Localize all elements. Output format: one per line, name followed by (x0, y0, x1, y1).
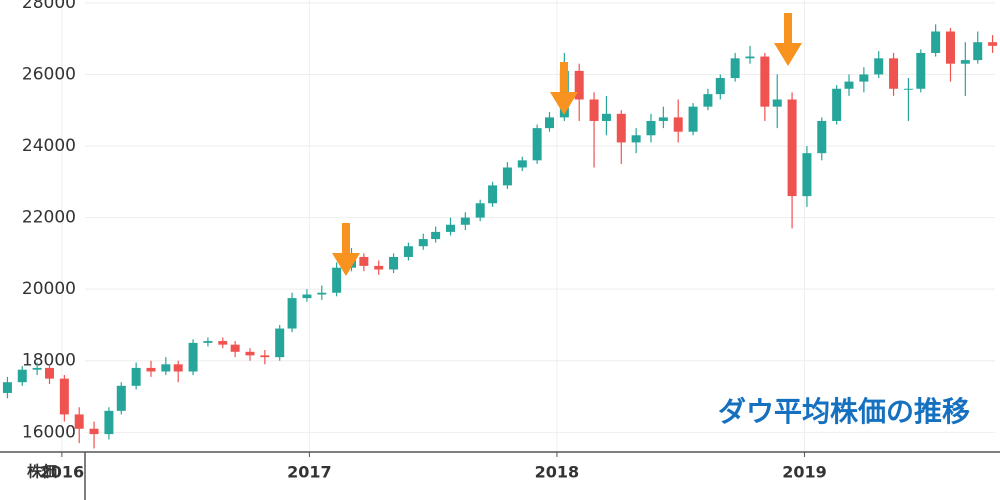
candle-body (745, 56, 755, 59)
candle-body (260, 355, 270, 358)
candle-body (146, 367, 156, 372)
candle-body (230, 344, 240, 352)
candle-body (332, 267, 342, 293)
candle-body (760, 56, 770, 107)
candles (2, 24, 998, 449)
candle-body (245, 351, 255, 356)
candle-body (218, 341, 228, 345)
candle-body (631, 135, 641, 143)
candle-body (730, 58, 740, 79)
candle-body (475, 203, 485, 218)
candle-body (460, 217, 470, 225)
y-tick-label: 24000 (22, 136, 76, 156)
y-tick-label: 18000 (22, 351, 76, 371)
x-tick-label: 2016 (40, 463, 85, 482)
candle-body (646, 120, 656, 136)
candle-body (589, 99, 599, 121)
candle-body (389, 256, 399, 270)
candle-body (45, 367, 55, 379)
candle-body (2, 382, 12, 393)
candle-body (616, 113, 626, 143)
y-tick-label: 20000 (22, 279, 76, 299)
candle-body (715, 78, 725, 95)
y-tick-label: 16000 (22, 422, 76, 442)
candle-body (359, 256, 369, 266)
candle-body (960, 60, 970, 64)
candle-body (403, 246, 413, 257)
candle-body (945, 31, 955, 64)
x-tick-label: 2018 (535, 463, 580, 482)
candle-body (59, 378, 69, 415)
candle-body (601, 113, 611, 121)
candle-body (903, 88, 913, 90)
candle-body (89, 428, 99, 435)
y-tick-label: 28000 (22, 0, 76, 13)
candle-body (302, 294, 312, 299)
candle-body (688, 106, 698, 132)
candle-body (488, 185, 498, 204)
candle-body (859, 74, 869, 82)
candle-body (445, 224, 455, 232)
candle-body (532, 128, 542, 161)
candle-body (844, 81, 854, 89)
candle-body (188, 342, 198, 372)
arrows (332, 13, 802, 276)
arrow (774, 13, 802, 66)
candle-body (832, 88, 842, 121)
candle-body (673, 117, 683, 132)
y-tick-label: 22000 (22, 208, 76, 228)
candle-body (802, 153, 812, 197)
x-tick-label: 2019 (782, 463, 827, 482)
candle-body (17, 369, 27, 383)
y-tick-label: 26000 (22, 64, 76, 84)
candle-body (173, 364, 183, 372)
candle-body (973, 42, 983, 61)
candle-body (574, 70, 584, 100)
candle-body (317, 292, 327, 295)
candle-body (161, 364, 171, 372)
candle-body (658, 117, 668, 121)
candle-body (374, 265, 384, 270)
candle-body (703, 94, 713, 107)
arrow (332, 223, 360, 276)
candle-body (545, 117, 555, 129)
candle-body (787, 99, 797, 197)
candle-body (74, 414, 84, 429)
candle-body (116, 385, 126, 411)
candle-body (502, 167, 512, 186)
candle-body (275, 328, 285, 358)
candle-body (418, 239, 428, 247)
chart-title: ダウ平均株価の推移 (718, 395, 970, 428)
candle-body (988, 42, 998, 46)
candle-body (32, 367, 42, 370)
candle-body (889, 58, 899, 89)
grid (61, 0, 995, 452)
candle-body (817, 120, 827, 154)
x-tick-label: 2017 (287, 463, 332, 482)
candle-body (916, 52, 926, 89)
candle-body (874, 58, 884, 75)
candle-body (431, 231, 441, 240)
candle-body (517, 160, 527, 168)
arrow (550, 62, 578, 115)
ticks: 16000 18000 20000 22000 24000 26000 28000 2016 2… (22, 0, 827, 482)
candle-body (772, 99, 782, 107)
axis-label: 株価 (27, 463, 57, 481)
candle-body (931, 31, 941, 53)
candle-body (287, 298, 297, 329)
candle-body (104, 410, 114, 435)
candle-body (203, 341, 213, 343)
candle-body (131, 367, 141, 386)
